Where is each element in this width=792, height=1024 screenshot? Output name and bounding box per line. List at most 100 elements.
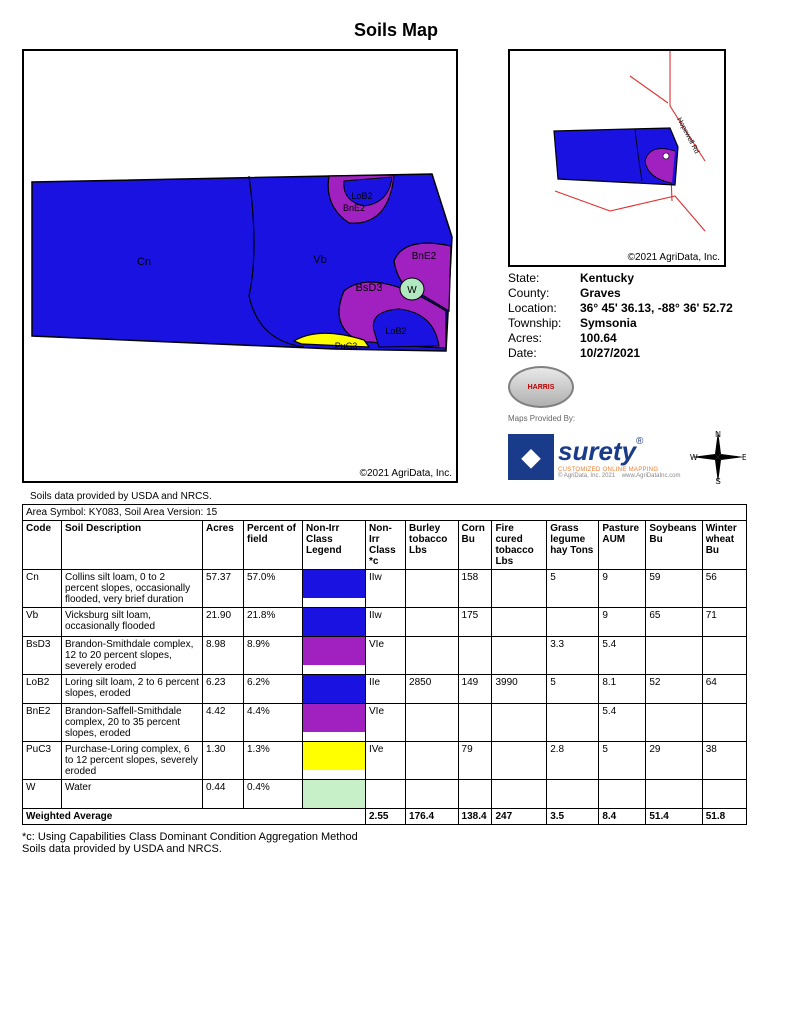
- cell-class: IVe: [366, 742, 406, 780]
- mini-map-copyright: ©2021 AgriData, Inc.: [628, 252, 720, 263]
- table-header-row: Code Soil Description Acres Percent of f…: [23, 521, 747, 570]
- cell-soy: [646, 780, 702, 809]
- table-row: BnE2Brandon-Saffell-Smithdale complex, 2…: [23, 704, 747, 742]
- surety-r: ®: [636, 436, 643, 447]
- cell-wheat: 56: [702, 570, 746, 608]
- footnote-usda: Soils data provided by USDA and NRCS.: [22, 843, 770, 855]
- cell-wheat: [702, 780, 746, 809]
- cell-grass: [547, 780, 599, 809]
- cell-legend: [303, 742, 366, 780]
- meta-location-label: Location:: [508, 301, 580, 315]
- cell-pasture: 5: [599, 742, 646, 780]
- th-class: Non-Irr Class *c: [366, 521, 406, 570]
- meta-state-value: Kentucky: [580, 271, 634, 285]
- cell-pct: 1.3%: [244, 742, 303, 780]
- wavg-corn: 138.4: [458, 809, 492, 825]
- right-column: Hopewell Rd ©2021 AgriData, Inc. State:K…: [508, 49, 758, 485]
- cell-firecured: [492, 637, 547, 675]
- cell-pct: 21.8%: [244, 608, 303, 637]
- cell-firecured: [492, 570, 547, 608]
- cell-corn: [458, 637, 492, 675]
- soils-map-svg: Cn Vb BsD3 W BnE2 BnE2 LoB2 LoB2 PuC3: [24, 51, 456, 481]
- wavg-class: 2.55: [366, 809, 406, 825]
- cell-grass: [547, 608, 599, 637]
- meta-township-label: Township:: [508, 316, 580, 330]
- th-code: Code: [23, 521, 62, 570]
- map-label-bne2b: BnE2: [343, 203, 365, 213]
- th-wheat: Winter wheat Bu: [702, 521, 746, 570]
- table-row: WWater0.440.4%: [23, 780, 747, 809]
- cell-soy: 52: [646, 675, 702, 704]
- meta-date-label: Date:: [508, 346, 580, 360]
- page-title: Soils Map: [22, 20, 770, 41]
- cell-corn: 175: [458, 608, 492, 637]
- cell-pasture: 8.1: [599, 675, 646, 704]
- property-metadata: State:Kentucky County:Graves Location:36…: [508, 271, 758, 360]
- th-pct: Percent of field: [244, 521, 303, 570]
- cell-legend: [303, 704, 366, 742]
- cell-burley: [406, 570, 459, 608]
- cell-class: IIw: [366, 570, 406, 608]
- cell-desc: Brandon-Smithdale complex, 12 to 20 perc…: [62, 637, 203, 675]
- cell-burley: [406, 704, 459, 742]
- maps-provided-label: Maps Provided By:: [508, 414, 758, 423]
- cell-desc: Collins silt loam, 0 to 2 percent slopes…: [62, 570, 203, 608]
- cell-firecured: [492, 742, 547, 780]
- cell-grass: 3.3: [547, 637, 599, 675]
- cell-corn: [458, 704, 492, 742]
- cell-pasture: 9: [599, 570, 646, 608]
- area-symbol: Area Symbol: KY083, Soil Area Version: 1…: [23, 505, 747, 521]
- cell-wheat: [702, 637, 746, 675]
- cell-corn: [458, 780, 492, 809]
- table-row: VbVicksburg silt loam, occasionally floo…: [23, 608, 747, 637]
- cell-class: IIe: [366, 675, 406, 704]
- main-map-copyright: ©2021 AgriData, Inc.: [360, 468, 452, 479]
- cell-class: [366, 780, 406, 809]
- cell-grass: 5: [547, 570, 599, 608]
- th-corn: Corn Bu: [458, 521, 492, 570]
- cell-acres: 21.90: [203, 608, 244, 637]
- map-label-cn: Cn: [137, 256, 151, 268]
- map-label-bne2: BnE2: [412, 251, 437, 262]
- cell-pasture: 9: [599, 608, 646, 637]
- cell-pct: 4.4%: [244, 704, 303, 742]
- meta-county-label: County:: [508, 286, 580, 300]
- map-label-lob2b: LoB2: [385, 326, 406, 336]
- th-burley: Burley tobacco Lbs: [406, 521, 459, 570]
- cell-legend: [303, 608, 366, 637]
- cell-pasture: [599, 780, 646, 809]
- weighted-average-row: Weighted Average 2.55 176.4 138.4 247 3.…: [23, 809, 747, 825]
- cell-pct: 57.0%: [244, 570, 303, 608]
- cell-grass: [547, 704, 599, 742]
- footnote-capabilities: *c: Using Capabilities Class Dominant Co…: [22, 831, 770, 843]
- cell-acres: 1.30: [203, 742, 244, 780]
- wavg-pasture: 8.4: [599, 809, 646, 825]
- cell-code: BsD3: [23, 637, 62, 675]
- compass-icon: N E S W: [690, 429, 746, 485]
- cell-wheat: 64: [702, 675, 746, 704]
- cell-acres: 57.37: [203, 570, 244, 608]
- surety-text: surety: [558, 436, 636, 466]
- cell-legend: [303, 570, 366, 608]
- cell-burley: 2850: [406, 675, 459, 704]
- meta-location-value: 36° 45' 36.13, -88° 36' 52.72: [580, 301, 733, 315]
- cell-code: Vb: [23, 608, 62, 637]
- map-label-lob2: LoB2: [351, 191, 372, 201]
- cell-corn: 149: [458, 675, 492, 704]
- th-desc: Soil Description: [62, 521, 203, 570]
- map-label-w: W: [407, 285, 417, 296]
- wavg-grass: 3.5: [547, 809, 599, 825]
- wavg-firecured: 247: [492, 809, 547, 825]
- soils-data-table: Area Symbol: KY083, Soil Area Version: 1…: [22, 504, 747, 825]
- th-pasture: Pasture AUM: [599, 521, 646, 570]
- svg-text:W: W: [690, 453, 698, 462]
- th-firecured: Fire cured tobacco Lbs: [492, 521, 547, 570]
- cell-class: IIw: [366, 608, 406, 637]
- cell-firecured: [492, 780, 547, 809]
- meta-date-value: 10/27/2021: [580, 346, 640, 360]
- surety-sub: © AgriData, Inc. 2021 www.AgriDataInc.co…: [558, 473, 680, 479]
- svg-text:S: S: [716, 477, 721, 485]
- svg-text:N: N: [716, 430, 722, 439]
- map-label-bsd3: BsD3: [356, 282, 383, 294]
- cell-desc: Brandon-Saffell-Smithdale complex, 20 to…: [62, 704, 203, 742]
